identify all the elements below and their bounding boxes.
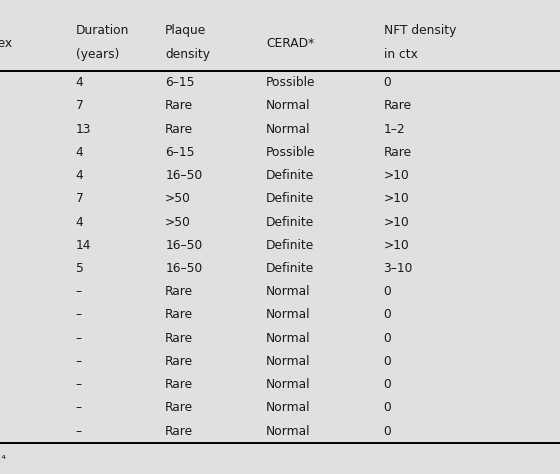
- Text: >50: >50: [165, 216, 191, 228]
- Text: Normal: Normal: [266, 285, 310, 298]
- Text: Rare: Rare: [384, 100, 412, 112]
- Text: Sex: Sex: [0, 37, 12, 50]
- Text: 4: 4: [76, 146, 83, 159]
- Text: –: –: [76, 401, 82, 414]
- Text: 0: 0: [384, 309, 391, 321]
- Text: >10: >10: [384, 192, 409, 205]
- Text: Definite: Definite: [266, 216, 314, 228]
- Text: Normal: Normal: [266, 100, 310, 112]
- Text: 7: 7: [76, 192, 83, 205]
- Text: Definite: Definite: [266, 239, 314, 252]
- Text: Normal: Normal: [266, 425, 310, 438]
- Text: Possible: Possible: [266, 146, 315, 159]
- Text: 6–15: 6–15: [165, 76, 195, 89]
- Text: Rare: Rare: [384, 146, 412, 159]
- Text: 0: 0: [384, 378, 391, 391]
- Text: >50: >50: [165, 192, 191, 205]
- Text: Definite: Definite: [266, 192, 314, 205]
- Text: 4: 4: [76, 216, 83, 228]
- Text: –: –: [76, 285, 82, 298]
- Text: Normal: Normal: [266, 401, 310, 414]
- Text: (years): (years): [76, 48, 119, 61]
- Text: –: –: [76, 332, 82, 345]
- Text: 0: 0: [384, 332, 391, 345]
- Text: Rare: Rare: [165, 309, 193, 321]
- Text: 5: 5: [76, 262, 83, 275]
- Text: Rare: Rare: [165, 378, 193, 391]
- Text: 16–50: 16–50: [165, 262, 203, 275]
- Text: –: –: [76, 425, 82, 438]
- Text: Definite: Definite: [266, 169, 314, 182]
- Text: Rare: Rare: [165, 425, 193, 438]
- Text: NFT density: NFT density: [384, 24, 456, 37]
- Text: >10: >10: [384, 169, 409, 182]
- Text: Duration: Duration: [76, 24, 129, 37]
- Text: Normal: Normal: [266, 309, 310, 321]
- Text: –: –: [76, 309, 82, 321]
- Text: density: density: [165, 48, 210, 61]
- Text: 0: 0: [384, 285, 391, 298]
- Text: >10: >10: [384, 239, 409, 252]
- Text: 4: 4: [76, 169, 83, 182]
- Text: Possible: Possible: [266, 76, 315, 89]
- Text: Plaque: Plaque: [165, 24, 207, 37]
- Text: –: –: [76, 378, 82, 391]
- Text: Normal: Normal: [266, 355, 310, 368]
- Text: Rare: Rare: [165, 100, 193, 112]
- Text: Rare: Rare: [165, 123, 193, 136]
- Text: 0: 0: [384, 355, 391, 368]
- Text: Rare: Rare: [165, 332, 193, 345]
- Text: 4: 4: [76, 76, 83, 89]
- Text: ri.⁴: ri.⁴: [0, 455, 6, 465]
- Text: Normal: Normal: [266, 378, 310, 391]
- Text: 14: 14: [76, 239, 91, 252]
- Text: in ctx: in ctx: [384, 48, 417, 61]
- Text: 0: 0: [384, 425, 391, 438]
- Text: CERAD*: CERAD*: [266, 37, 314, 50]
- Text: 13: 13: [76, 123, 91, 136]
- Text: 0: 0: [384, 76, 391, 89]
- Text: 16–50: 16–50: [165, 169, 203, 182]
- Text: 0: 0: [384, 401, 391, 414]
- Text: –: –: [76, 355, 82, 368]
- Text: 3–10: 3–10: [384, 262, 413, 275]
- Text: 16–50: 16–50: [165, 239, 203, 252]
- Text: 6–15: 6–15: [165, 146, 195, 159]
- Text: 1–2: 1–2: [384, 123, 405, 136]
- Text: Normal: Normal: [266, 123, 310, 136]
- Text: >10: >10: [384, 216, 409, 228]
- Text: Rare: Rare: [165, 355, 193, 368]
- Text: Definite: Definite: [266, 262, 314, 275]
- Text: Rare: Rare: [165, 401, 193, 414]
- Text: 7: 7: [76, 100, 83, 112]
- Text: Normal: Normal: [266, 332, 310, 345]
- Text: Rare: Rare: [165, 285, 193, 298]
